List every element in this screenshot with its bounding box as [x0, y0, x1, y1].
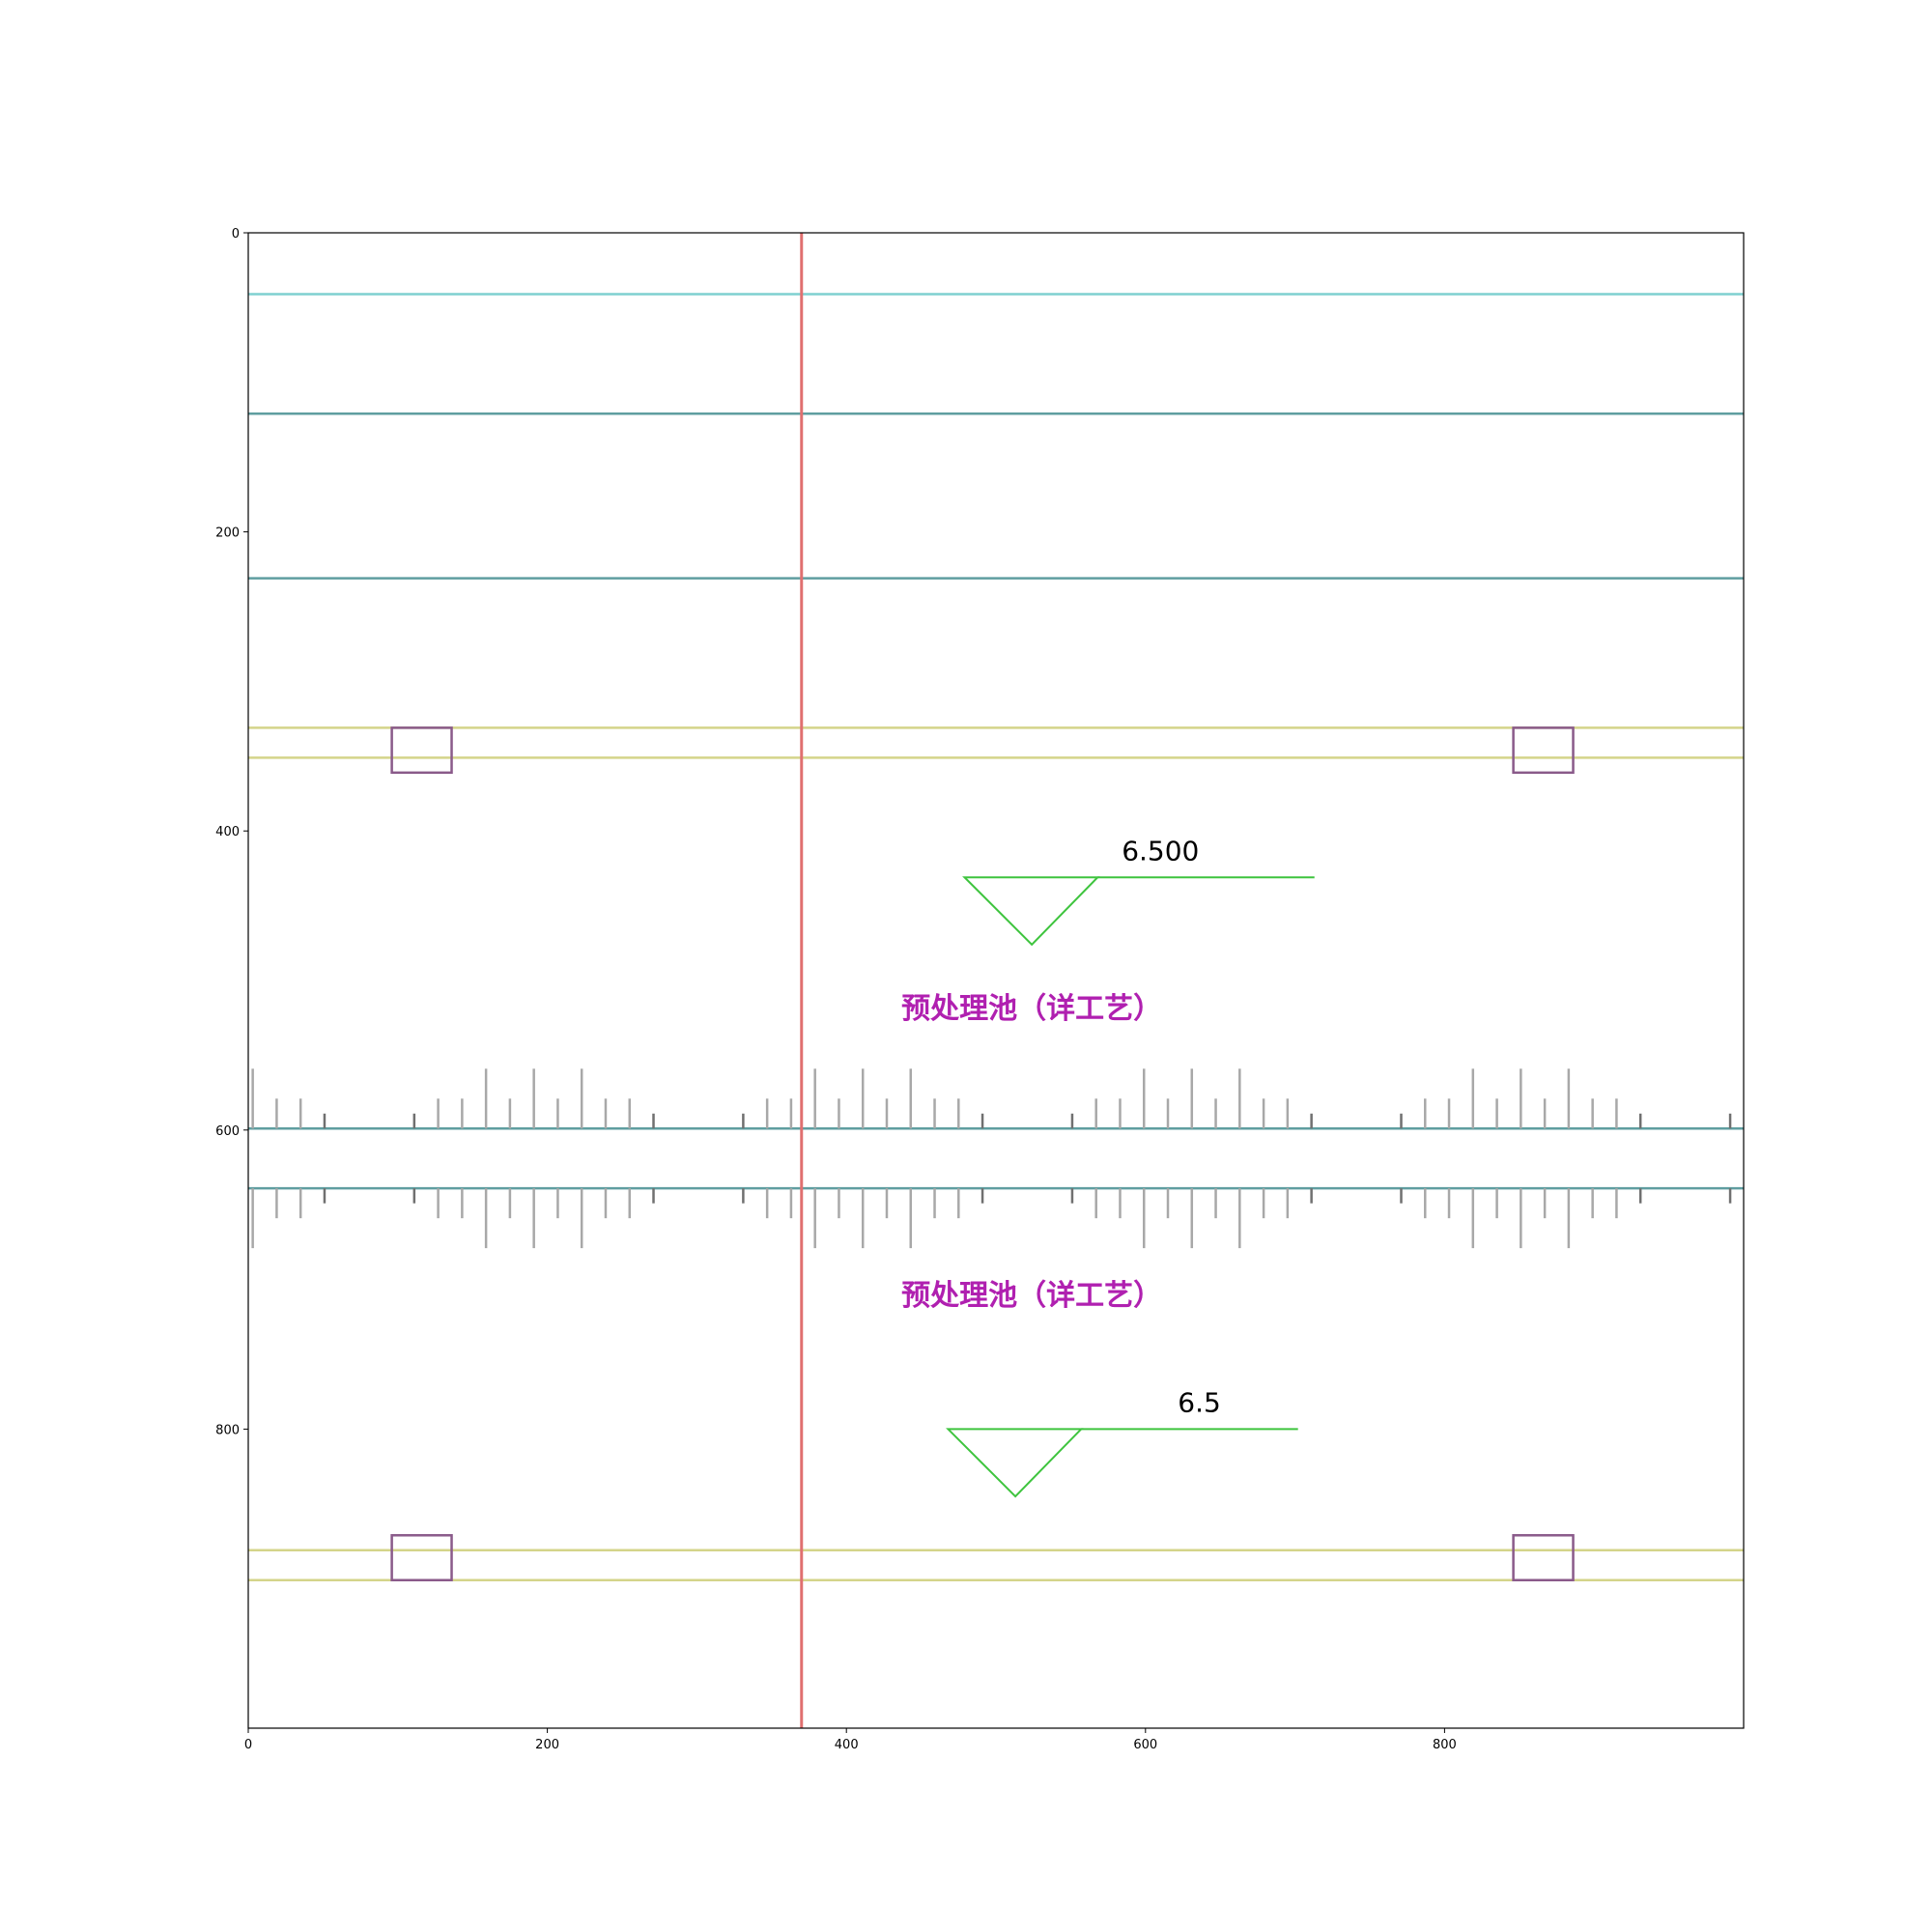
equipment-box-1: [1512, 726, 1575, 775]
equipment-box-0: [390, 726, 453, 775]
axes: 0 200 400 600 800 0 200 400 600 800: [215, 227, 1457, 1752]
y-tick-label-3: 600: [215, 1124, 240, 1139]
x-tick-label-0: 0: [244, 1738, 252, 1752]
x-tick-label-3: 600: [1133, 1738, 1157, 1752]
y-tick-label-0: 0: [232, 227, 240, 242]
x-tick-label-1: 200: [535, 1738, 559, 1752]
plot-content: 6.500 6.5 预处理池（详工艺） 预处理池（详工艺）: [248, 233, 1744, 1728]
axes-frame: [247, 232, 1745, 1729]
elevation-triangle-1: [946, 1428, 1084, 1498]
pool-label-1: 预处理池（详工艺）: [901, 1279, 1162, 1313]
elevation-triangle-0: [962, 876, 1100, 947]
y-tick-label-2: 400: [215, 825, 240, 839]
equipment-box-2: [390, 1534, 453, 1581]
elevation-label-1: 6.5: [1178, 1387, 1221, 1419]
pool-label-0: 预处理池（详工艺）: [901, 992, 1162, 1026]
equipment-box-3: [1512, 1534, 1575, 1581]
elevation-label-0: 6.500: [1122, 835, 1199, 867]
y-tick-label-4: 800: [215, 1423, 240, 1437]
x-tick-label-2: 400: [835, 1738, 859, 1752]
y-tick-label-1: 200: [215, 526, 240, 541]
x-tick-label-4: 800: [1433, 1738, 1457, 1752]
